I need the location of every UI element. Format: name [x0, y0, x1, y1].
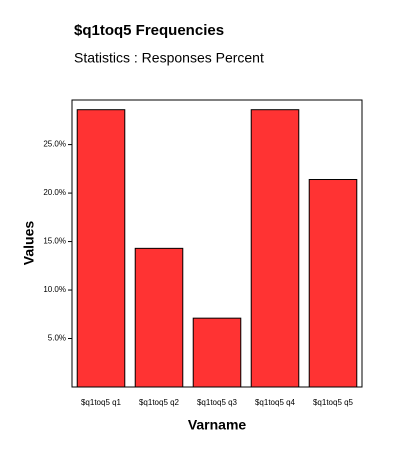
bar: [192, 317, 242, 388]
y-tick-label: 10.0%: [43, 285, 66, 294]
y-tick-label: 5.0%: [48, 334, 66, 343]
bar: [308, 179, 358, 388]
x-tick-label: $q1toq5 q3: [197, 398, 238, 407]
x-tick-label: $q1toq5 q4: [255, 398, 296, 407]
bar: [76, 109, 126, 388]
y-tick-label: 15.0%: [43, 237, 66, 246]
x-tick-label: $q1toq5 q2: [139, 398, 180, 407]
y-tick-label: 20.0%: [43, 188, 66, 197]
x-tick-label: $q1toq5 q1: [81, 398, 122, 407]
y-tick-label: 25.0%: [43, 140, 66, 149]
bar: [250, 109, 300, 388]
x-axis-label: Varname: [188, 417, 247, 433]
y-axis-label: Values: [21, 221, 37, 266]
chart-subtitle: Statistics : Responses Percent: [74, 50, 264, 66]
chart-title: $q1toq5 Frequencies: [74, 22, 224, 39]
x-tick-label: $q1toq5 q5: [313, 398, 354, 407]
bar: [134, 247, 184, 388]
